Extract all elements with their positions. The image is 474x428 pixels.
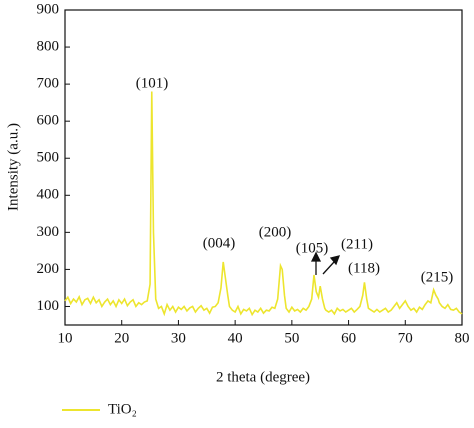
- x-tick-label: 60: [341, 330, 356, 346]
- x-axis-label: 2 theta (degree): [216, 369, 310, 385]
- y-tick-label: 700: [37, 76, 60, 92]
- peak-label: (200): [259, 224, 292, 240]
- y-tick-label: 800: [37, 38, 60, 54]
- arrow-head: [310, 251, 322, 262]
- y-tick-label: 500: [37, 150, 60, 166]
- x-tick-label: 40: [228, 330, 243, 346]
- x-tick-label: 20: [114, 330, 129, 346]
- data-line: [64, 91, 463, 317]
- x-tick-label: 70: [398, 330, 413, 346]
- y-tick-label: 900: [37, 1, 60, 17]
- x-tick-label: 10: [58, 330, 73, 346]
- y-tick-label: 200: [37, 261, 60, 277]
- arrow: [322, 261, 335, 275]
- y-tick-label: 400: [37, 187, 60, 203]
- peak-label: (004): [203, 235, 236, 251]
- y-tick-label: 300: [37, 224, 60, 240]
- plot-frame: [64, 9, 463, 326]
- peak-label: (118): [348, 260, 380, 276]
- x-tick-label: 80: [455, 330, 470, 346]
- y-tick-label: 100: [37, 298, 60, 314]
- peak-label: (211): [341, 236, 373, 252]
- x-tick-label: 30: [171, 330, 186, 346]
- y-axis-label: Intensity (a.u.): [5, 123, 21, 211]
- peak-label: (105): [296, 240, 329, 256]
- arrow-head: [329, 255, 341, 266]
- peak-label: (215): [421, 269, 454, 285]
- peak-label: (101): [136, 75, 169, 91]
- y-tick-label: 600: [37, 113, 60, 129]
- x-tick-label: 50: [284, 330, 299, 346]
- arrows: [310, 251, 341, 275]
- legend-label: TiO₂: [108, 401, 137, 417]
